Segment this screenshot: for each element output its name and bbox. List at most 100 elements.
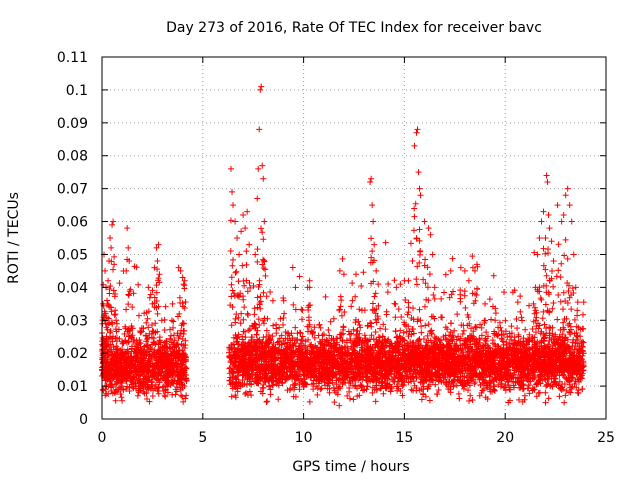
- data-point: [541, 321, 548, 328]
- data-point: [456, 395, 463, 402]
- data-point: [166, 326, 173, 333]
- data-point: [330, 315, 337, 322]
- data-point: [385, 280, 392, 287]
- data-point: [244, 310, 251, 317]
- data-point: [180, 398, 187, 405]
- data-point: [306, 398, 313, 405]
- data-point: [349, 280, 356, 287]
- data-point: [556, 393, 563, 400]
- data-point: [167, 332, 174, 339]
- data-point: [145, 324, 152, 331]
- data-point: [522, 326, 529, 333]
- data-point: [514, 299, 521, 306]
- data-point: [553, 273, 560, 280]
- data-point: [346, 395, 353, 402]
- data-point: [280, 321, 287, 328]
- data-point: [580, 299, 587, 306]
- data-point: [360, 269, 367, 276]
- data-point: [172, 391, 179, 398]
- data-point: [486, 296, 493, 303]
- data-point: [131, 374, 138, 381]
- data-point: [108, 381, 115, 388]
- data-point: [170, 324, 177, 331]
- data-point: [539, 315, 546, 322]
- data-points: [99, 83, 587, 409]
- data-point: [449, 255, 456, 262]
- data-point: [159, 344, 166, 351]
- data-point: [149, 360, 156, 367]
- data-point: [320, 331, 327, 338]
- data-point: [517, 293, 524, 300]
- data-point: [144, 342, 151, 349]
- data-point: [183, 392, 190, 399]
- data-point: [422, 322, 429, 329]
- data-point: [348, 303, 355, 310]
- data-point: [113, 343, 120, 350]
- data-point: [299, 307, 306, 314]
- data-point: [109, 338, 116, 345]
- data-point: [346, 331, 353, 338]
- data-point: [431, 295, 438, 302]
- data-point: [442, 271, 449, 278]
- data-point: [438, 295, 445, 302]
- data-point: [460, 327, 467, 334]
- data-point: [262, 272, 269, 279]
- data-point: [349, 297, 356, 304]
- data-point: [454, 311, 461, 318]
- data-point: [492, 310, 499, 317]
- data-point: [159, 384, 166, 391]
- data-point: [140, 366, 147, 373]
- data-point: [116, 280, 123, 287]
- data-point: [135, 281, 142, 288]
- data-point: [292, 284, 299, 291]
- data-point: [149, 392, 156, 399]
- data-point: [113, 380, 120, 387]
- data-point: [152, 381, 159, 388]
- data-point: [168, 369, 175, 376]
- data-point: [134, 392, 141, 399]
- data-point: [380, 390, 387, 397]
- data-point: [292, 324, 299, 331]
- data-point: [298, 306, 305, 313]
- data-point: [270, 322, 277, 329]
- data-point: [144, 342, 151, 349]
- data-point: [161, 316, 168, 323]
- data-point: [148, 385, 155, 392]
- data-point: [263, 293, 270, 300]
- data-point: [327, 318, 334, 325]
- data-point: [155, 390, 162, 397]
- data-point: [451, 327, 458, 334]
- data-point: [161, 392, 168, 399]
- data-point: [502, 317, 509, 324]
- data-point: [384, 289, 391, 296]
- data-point: [171, 337, 178, 344]
- data-point: [317, 324, 324, 331]
- data-point: [488, 316, 495, 323]
- data-point: [143, 395, 150, 402]
- data-point: [228, 322, 235, 329]
- data-point: [536, 389, 543, 396]
- data-point: [118, 394, 125, 401]
- data-point: [542, 399, 549, 406]
- data-point: [126, 388, 133, 395]
- data-point: [574, 333, 581, 340]
- data-point: [273, 325, 280, 332]
- data-point: [562, 392, 569, 399]
- data-point: [105, 390, 112, 397]
- data-point: [112, 397, 119, 404]
- data-point: [171, 377, 178, 384]
- data-point: [392, 328, 399, 335]
- data-point: [579, 311, 586, 318]
- data-point: [418, 396, 425, 403]
- data-point: [228, 281, 235, 288]
- data-point: [228, 293, 235, 300]
- grid: [102, 57, 606, 419]
- data-point: [141, 310, 148, 317]
- data-point: [150, 335, 157, 342]
- data-point: [441, 289, 448, 296]
- data-point: [178, 392, 185, 399]
- data-point: [395, 306, 402, 313]
- data-point: [358, 283, 365, 290]
- data-point: [382, 239, 389, 246]
